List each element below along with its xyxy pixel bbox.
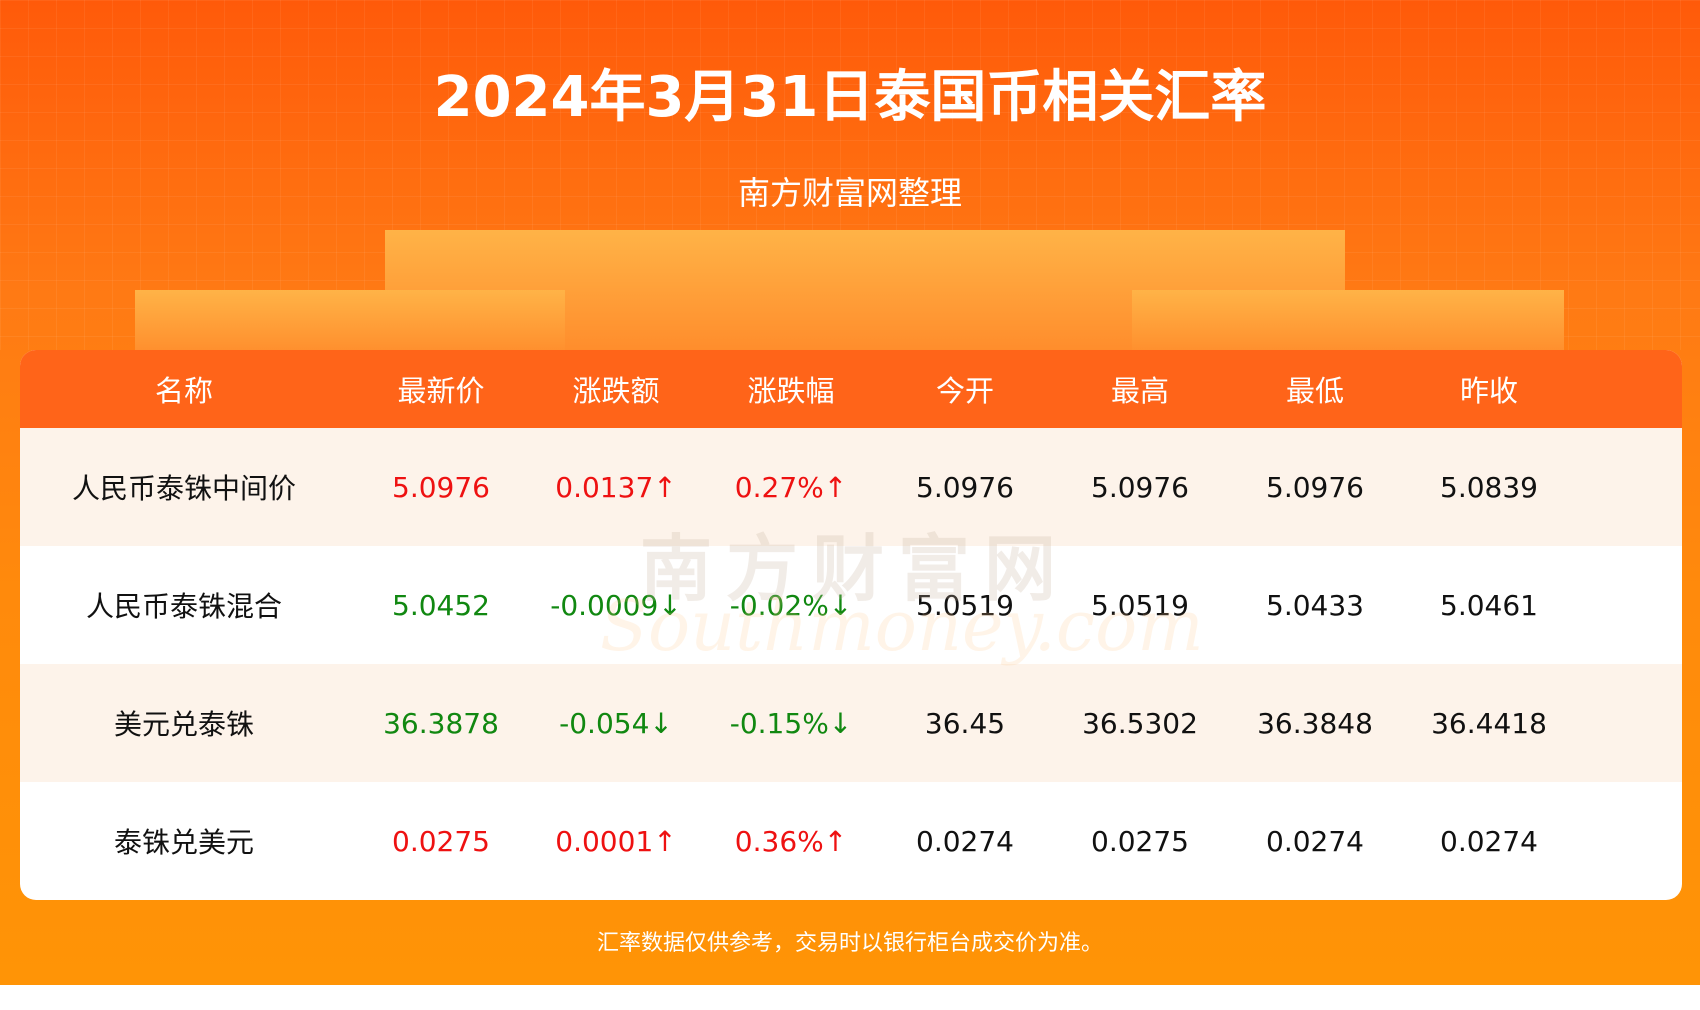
currency-name: 美元兑泰铢 [113, 708, 255, 741]
table-cell: 5.0976 [392, 470, 490, 504]
table-header: 名称 最新价 涨跌额 涨跌幅 今开 最高 最低 昨收 [20, 350, 1682, 428]
table-cell: 5.0452 [392, 588, 490, 622]
column-header: 最新价 [397, 374, 485, 408]
table-cell: 0.27%↑ [734, 470, 848, 504]
table-cell: 0.0274 [1266, 824, 1364, 858]
column-header: 今开 [935, 374, 995, 408]
table-cell: 5.0839 [1440, 470, 1538, 504]
currency-name: 泰铢兑美元 [113, 826, 255, 859]
table-row: 人民币泰铢中间价 5.0976 0.0137↑ 0.27%↑ 5.0976 5.0976 5… [20, 428, 1682, 546]
table-cell: 0.0274 [916, 824, 1014, 858]
table-cell: 5.0976 [916, 470, 1014, 504]
table-row: 泰铢兑美元 0.0275 0.0001↑ 0.36%↑ 0.0274 0.0275 0.02… [20, 782, 1682, 900]
table-row: 美元兑泰铢 36.3878 -0.054↓ -0.15%↓ 36.45 36.5302 36… [20, 664, 1682, 782]
table-cell: -0.15%↓ [729, 706, 853, 740]
column-header: 名称 [154, 374, 214, 408]
table-cell: 5.0976 [1091, 470, 1189, 504]
table-cell: 5.0433 [1266, 588, 1364, 622]
column-header: 涨跌额 [572, 374, 660, 408]
table-cell: -0.02%↓ [729, 588, 853, 622]
currency-name: 人民币泰铢中间价 [71, 472, 297, 505]
table-cell: 36.3878 [383, 706, 499, 740]
table-cell: 0.0275 [392, 824, 490, 858]
column-header: 涨跌幅 [747, 374, 835, 408]
table-cell: 0.0274 [1440, 824, 1538, 858]
table-cell: -0.054↓ [559, 706, 673, 740]
exchange-rate-table: 名称 最新价 涨跌额 涨跌幅 今开 最高 最低 昨收 人民币泰铢中间价 5.0976 0.0137… [20, 350, 1682, 900]
page-subtitle: 南方财富网整理 [737, 174, 962, 212]
table-cell: 36.45 [924, 706, 1006, 740]
table-cell: 0.0275 [1091, 824, 1189, 858]
table-cell: 5.0519 [1091, 588, 1189, 622]
table-cell: 0.0137↑ [555, 470, 677, 504]
column-header: 最高 [1110, 374, 1170, 408]
table-cell: -0.0009↓ [550, 588, 682, 622]
table-row: 人民币泰铢混合 5.0452 -0.0009↓ -0.02%↓ 5.0519 5.0519… [20, 546, 1682, 664]
table-cell: 0.0001↑ [555, 824, 677, 858]
footer-note: 汇率数据仅供参考，交易时以银行柜台成交价为准。 [596, 931, 1103, 956]
table-cell: 5.0976 [1266, 470, 1364, 504]
table-cell: 0.36%↑ [734, 824, 848, 858]
table-cell: 36.3848 [1257, 706, 1373, 740]
table-cell: 5.0461 [1440, 588, 1538, 622]
column-header: 最低 [1285, 374, 1345, 408]
table-cell: 5.0519 [916, 588, 1014, 622]
page-title: 2024年3月31日泰国币相关汇率 [433, 65, 1267, 130]
table-cell: 36.5302 [1082, 706, 1198, 740]
column-header: 昨收 [1459, 374, 1519, 408]
table-cell: 36.4418 [1431, 706, 1547, 740]
currency-name: 人民币泰铢混合 [85, 590, 283, 623]
